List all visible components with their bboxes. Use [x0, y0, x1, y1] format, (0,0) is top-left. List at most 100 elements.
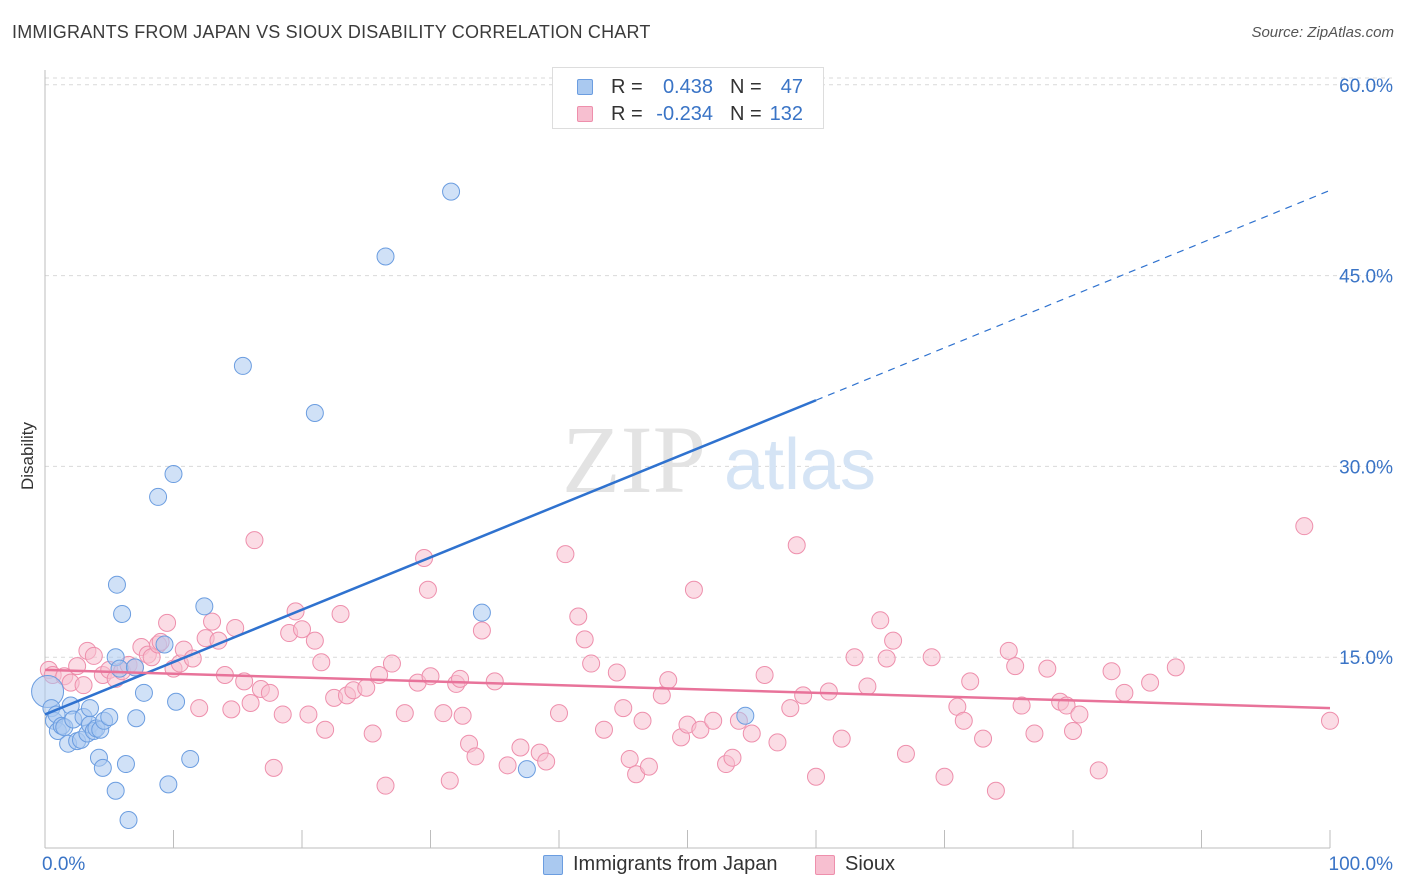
- sioux-point: [241, 693, 260, 712]
- sioux-point: [954, 711, 973, 730]
- japan-point: [110, 659, 129, 678]
- japan-trend-line: [44, 399, 817, 716]
- legend-swatch-japan: [543, 855, 563, 875]
- japan-point: [100, 707, 119, 726]
- sioux-point: [264, 758, 283, 777]
- sioux-point: [511, 738, 530, 757]
- y-tick-label: 15.0%: [1339, 648, 1393, 669]
- sioux-point: [659, 671, 678, 690]
- sioux-point: [807, 767, 825, 786]
- sioux-point: [639, 757, 658, 776]
- japan-point: [472, 603, 491, 622]
- japan-point: [164, 465, 183, 484]
- sioux-point: [620, 749, 639, 768]
- sioux-point: [871, 611, 890, 630]
- sioux-point: [704, 711, 723, 730]
- sioux-point: [1012, 696, 1031, 715]
- sioux-point: [633, 711, 652, 730]
- japan-point: [149, 487, 168, 506]
- legend-label-sioux: Sioux: [845, 853, 896, 875]
- watermark-zip: ZIP: [562, 406, 706, 513]
- sioux-point: [1115, 683, 1134, 702]
- sioux-point: [550, 704, 568, 723]
- japan-point: [113, 604, 132, 623]
- sioux-point: [691, 720, 710, 739]
- sioux-point: [974, 729, 993, 748]
- legend-label-japan: Immigrants from Japan: [573, 853, 778, 875]
- x-tick-label: 100.0%: [1329, 854, 1394, 875]
- sioux-point: [363, 724, 382, 743]
- legend-r-value-sioux: -0.234: [656, 103, 713, 125]
- sioux-point: [316, 720, 335, 739]
- sioux-point: [607, 663, 626, 682]
- sioux-point: [614, 699, 633, 718]
- watermark: ZIP atlas: [562, 406, 876, 513]
- sioux-point: [245, 531, 264, 550]
- sioux-point: [1038, 659, 1057, 678]
- chart-source: Source: ZipAtlas.com: [1251, 24, 1394, 41]
- japan-point: [116, 755, 135, 774]
- sioux-point: [569, 607, 588, 626]
- sioux-point: [652, 686, 671, 705]
- sioux-point: [594, 720, 613, 739]
- legend-r-label: R =: [611, 103, 643, 125]
- series-legend: Immigrants from Japan Sioux: [0, 851, 1406, 877]
- legend-row-sioux: R = -0.234 N = 132: [553, 101, 823, 127]
- japan-point: [181, 749, 200, 768]
- sioux-point: [794, 686, 813, 705]
- sioux-point: [299, 705, 318, 724]
- sioux-point: [418, 580, 437, 599]
- sioux-point: [1025, 724, 1044, 743]
- sioux-point: [190, 699, 209, 718]
- legend-n-label: N =: [730, 103, 762, 125]
- sioux-point: [472, 621, 491, 640]
- japan-point: [93, 758, 112, 777]
- sioux-point: [1321, 711, 1339, 730]
- sioux-point: [498, 756, 517, 775]
- japan-point: [195, 597, 214, 616]
- japan-point: [134, 683, 153, 702]
- sioux-point: [877, 649, 896, 668]
- sioux-point: [896, 744, 915, 763]
- sioux-point: [582, 654, 601, 673]
- japan-point: [159, 775, 178, 794]
- y-tick-label: 30.0%: [1339, 457, 1393, 478]
- sioux-point: [260, 683, 279, 702]
- sioux-point: [331, 604, 350, 623]
- legend-swatch-sioux: [577, 106, 593, 122]
- sioux-point: [305, 631, 324, 650]
- sioux-point: [819, 682, 838, 701]
- sioux-point: [357, 678, 376, 697]
- legend-r-label: R =: [611, 76, 643, 98]
- japan-point: [442, 182, 461, 201]
- legend-n-label: N =: [730, 76, 762, 98]
- japan-point: [233, 356, 252, 375]
- sioux-point: [74, 676, 93, 695]
- sioux-point: [742, 724, 761, 743]
- sioux-point: [485, 672, 504, 691]
- sioux-point: [1141, 673, 1160, 692]
- sioux-point: [768, 733, 787, 752]
- sioux-point: [158, 613, 177, 632]
- japan-point: [736, 706, 755, 725]
- sioux-point: [312, 653, 331, 672]
- sioux-point: [935, 767, 954, 786]
- y-tick-label: 45.0%: [1339, 267, 1393, 288]
- tick-labels: 15.0% 30.0% 45.0% 60.0% 0.0% 100.0%: [42, 76, 1393, 875]
- japan-point: [127, 709, 146, 728]
- sioux-point: [466, 747, 485, 766]
- sioux-point: [556, 545, 575, 564]
- japan-point: [106, 781, 125, 800]
- legend-swatch-japan: [577, 79, 593, 95]
- y-tick-label: 60.0%: [1339, 76, 1393, 97]
- sioux-point: [1064, 721, 1082, 740]
- japan-point: [155, 635, 174, 654]
- sioux-trend-line: [44, 668, 1331, 710]
- sioux-point: [1166, 658, 1185, 677]
- sioux-point: [999, 641, 1018, 660]
- sioux-point: [1102, 662, 1121, 681]
- sioux-point: [884, 631, 903, 650]
- watermark-atlas: atlas: [724, 425, 876, 505]
- legend-n-value-japan: 47: [780, 76, 803, 98]
